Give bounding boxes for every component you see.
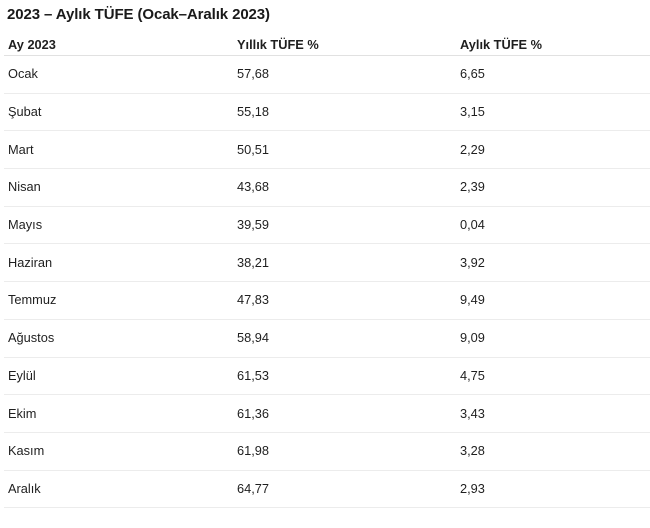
tufe-table: Ay 2023 Yıllık TÜFE % Aylık TÜFE % Ocak … (4, 25, 650, 509)
cell-monthly: 2,93 (456, 470, 650, 509)
cell-month: Temmuz (4, 281, 233, 320)
page-title: 2023 – Aylık TÜFE (Ocak–Aralık 2023) (7, 6, 270, 23)
cell-annual: 50,51 (233, 130, 456, 170)
table-row: Mayıs 39,59 0,04 (4, 206, 650, 245)
cell-annual: 38,21 (233, 243, 456, 283)
cell-month: Aralık (4, 470, 233, 509)
cell-annual: 47,83 (233, 281, 456, 320)
cell-monthly: 2,29 (456, 130, 650, 170)
column-header-month: Ay 2023 (4, 25, 233, 56)
table-row: Şubat 55,18 3,15 (4, 93, 650, 132)
cell-annual: 64,77 (233, 470, 456, 509)
cell-month: Mart (4, 130, 233, 170)
cell-month: Ağustos (4, 319, 233, 358)
column-header-annual-tufe: Yıllık TÜFE % (233, 25, 456, 56)
table-row: Ekim 61,36 3,43 (4, 394, 650, 433)
table-row: Nisan 43,68 2,39 (4, 168, 650, 207)
cell-annual: 39,59 (233, 206, 456, 245)
cell-monthly: 3,43 (456, 394, 650, 433)
table-row: Ocak 57,68 6,65 (4, 55, 650, 94)
cell-month: Mayıs (4, 206, 233, 245)
column-header-monthly-tufe: Aylık TÜFE % (456, 25, 650, 56)
cell-annual: 58,94 (233, 319, 456, 358)
header-row: Ay 2023 Yıllık TÜFE % Aylık TÜFE % (4, 25, 650, 56)
table-row: Ağustos 58,94 9,09 (4, 319, 650, 358)
cell-monthly: 9,49 (456, 281, 650, 320)
cell-monthly: 6,65 (456, 55, 650, 94)
cell-monthly: 3,92 (456, 243, 650, 283)
table-header: Ay 2023 Yıllık TÜFE % Aylık TÜFE % (4, 25, 650, 56)
cell-month: Şubat (4, 93, 233, 132)
table-body: Ocak 57,68 6,65 Şubat 55,18 3,15 Mart 50… (4, 55, 650, 509)
cell-monthly: 2,39 (456, 168, 650, 207)
cell-month: Nisan (4, 168, 233, 207)
cell-month: Eylül (4, 357, 233, 396)
table-row: Kasım 61,98 3,28 (4, 432, 650, 471)
cell-month: Haziran (4, 243, 233, 283)
cell-annual: 61,53 (233, 357, 456, 396)
cell-annual: 43,68 (233, 168, 456, 207)
cell-annual: 61,98 (233, 432, 456, 471)
table-row: Eylül 61,53 4,75 (4, 357, 650, 396)
cell-monthly: 4,75 (456, 357, 650, 396)
table-row: Temmuz 47,83 9,49 (4, 281, 650, 320)
cell-annual: 61,36 (233, 394, 456, 433)
cell-monthly: 3,28 (456, 432, 650, 471)
cell-month: Ekim (4, 394, 233, 433)
table-row: Haziran 38,21 3,92 (4, 243, 650, 283)
cell-annual: 57,68 (233, 55, 456, 94)
cell-annual: 55,18 (233, 93, 456, 132)
table-row: Mart 50,51 2,29 (4, 130, 650, 170)
cell-month: Kasım (4, 432, 233, 471)
cell-monthly: 3,15 (456, 93, 650, 132)
cell-monthly: 0,04 (456, 206, 650, 245)
cell-monthly: 9,09 (456, 319, 650, 358)
table-row: Aralık 64,77 2,93 (4, 470, 650, 509)
cell-month: Ocak (4, 55, 233, 94)
